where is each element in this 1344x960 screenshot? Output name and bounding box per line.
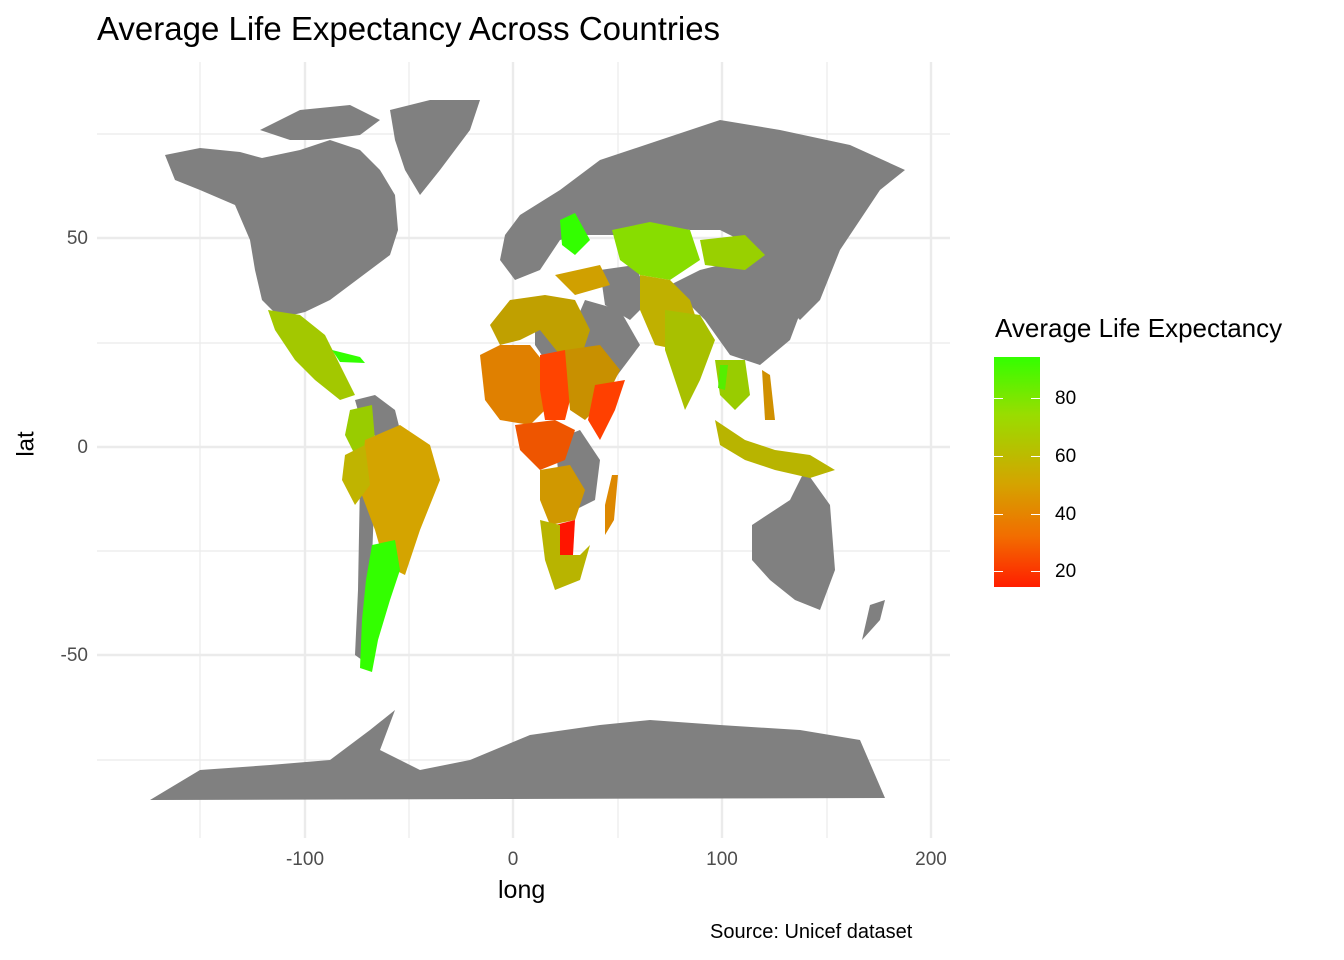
x-tick-label: 200 (915, 849, 947, 870)
europe-russia (500, 120, 905, 320)
argentina (360, 540, 400, 672)
vietnam (718, 365, 728, 390)
east-africa (565, 345, 620, 420)
madagascar (605, 475, 618, 535)
legend-tick-label: 80 (1055, 388, 1077, 409)
legend-tick-mark (994, 398, 1003, 399)
legend-tick-mark (1031, 571, 1040, 572)
arctic-islands (260, 105, 380, 140)
legend-title: Average Life Expectancy (995, 313, 1283, 343)
south-america-north (355, 395, 400, 440)
x-tick-label: -100 (285, 849, 325, 870)
iran-region (600, 265, 650, 320)
new-zealand (862, 600, 885, 640)
x-tick-label: 0 (507, 849, 519, 870)
land-with-data (268, 213, 835, 672)
antarctica (150, 710, 885, 800)
legend-tick-mark (1031, 456, 1040, 457)
legend-tick-mark (994, 514, 1003, 515)
indonesia (715, 420, 835, 478)
x-tick-label: 100 (706, 849, 738, 870)
y-tick-label: 0 (77, 437, 88, 458)
legend-tick-mark (1031, 514, 1040, 515)
ukraine-belarus (560, 213, 590, 255)
caribbean (332, 350, 365, 363)
west-africa (480, 345, 550, 425)
horn-of-africa (588, 380, 625, 440)
southern-africa (540, 520, 590, 590)
legend-colorbar (994, 357, 1040, 587)
angola-zambia (540, 465, 585, 525)
india (665, 310, 715, 410)
philippines (762, 370, 775, 420)
chile (355, 480, 375, 660)
x-axis-label: long (498, 876, 546, 904)
north-africa (490, 295, 590, 360)
north-america (165, 140, 398, 318)
legend-tick-mark (1031, 398, 1040, 399)
mongolia (700, 235, 765, 270)
legend-tick-mark (994, 456, 1003, 457)
australia (752, 470, 835, 610)
legend-tick-label: 40 (1055, 504, 1077, 525)
chart-title: Average Life Expectancy Across Countries (97, 10, 721, 47)
china (670, 255, 805, 365)
legend-tick-label: 60 (1055, 446, 1077, 467)
y-tick-label: 50 (66, 228, 88, 249)
turkey-caucasus (555, 265, 610, 295)
y-axis-label: lat (12, 431, 40, 457)
legend-tick-mark (994, 571, 1003, 572)
brazil (360, 425, 440, 575)
central-africa (515, 420, 575, 470)
peru-bolivia (342, 445, 370, 505)
legend-tick-label: 20 (1055, 561, 1077, 582)
y-tick-label: -50 (60, 645, 88, 666)
greenland (390, 100, 480, 195)
caption: Source: Unicef dataset (710, 921, 913, 943)
mexico-central-america (268, 310, 355, 400)
chad-sudan (540, 350, 575, 420)
kazakhstan (612, 222, 700, 280)
